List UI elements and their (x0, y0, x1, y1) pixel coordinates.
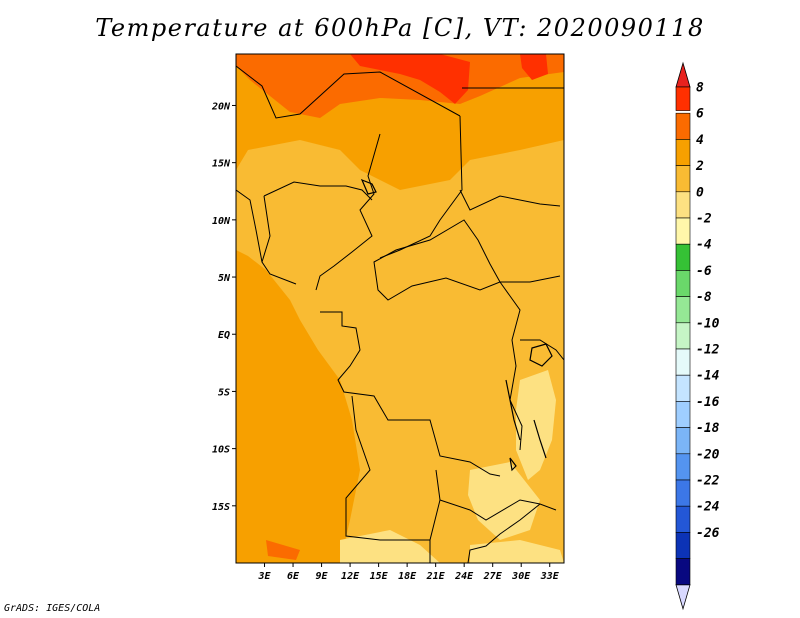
border-nigeria (263, 181, 373, 201)
colorbar-segment (675, 217, 691, 245)
border-congo (320, 311, 400, 421)
lat-tick-label: 5N (218, 273, 231, 284)
colorbar-segment (675, 86, 691, 111)
border-zambia (439, 499, 557, 521)
colorbar-segment (675, 112, 691, 140)
shade-6-to-8-core (350, 54, 470, 104)
colorbar-segment (675, 139, 691, 166)
colorbar-top-arrow (675, 61, 691, 88)
colorbar-label: -12 (696, 343, 720, 358)
lat-tick-label: 20N (211, 101, 231, 112)
lat-tick-label: 5S (218, 387, 230, 398)
border-west-africa (236, 189, 263, 263)
colorbar-segment (675, 243, 691, 271)
colorbar-bottom-arrow (675, 584, 691, 611)
border-drc-south (400, 419, 501, 477)
credit-text: GrADS: IGES/COLA (4, 603, 101, 614)
colorbar-segment (675, 558, 691, 586)
shade-4-to-6-ocean (266, 540, 300, 560)
lon-tick-label: 33E (540, 571, 560, 582)
lat-tick-label: 15N (212, 159, 231, 170)
lon-tick-label: 18E (398, 571, 417, 582)
colorbar-label: -24 (696, 500, 720, 515)
lake-victoria (529, 343, 553, 367)
longitude-axis: 3E 6E 9E 12E 15E 18E 21E 24E 27E 30E 33E (257, 563, 560, 582)
border-mozambique (467, 503, 541, 563)
colorbar-label: -26 (696, 526, 720, 541)
colorbar-label: -20 (696, 447, 720, 462)
colorbar-segment (675, 505, 691, 533)
colorbar-segment (675, 427, 691, 455)
lat-tick-label: 10N (212, 216, 231, 227)
colorbar-label: 4 (696, 133, 704, 148)
lake-mweru (509, 457, 517, 472)
border-drc-east (499, 281, 523, 451)
border-sudan-west (379, 115, 463, 259)
colorbar-label: 6 (696, 107, 704, 122)
colorbar-segment (675, 401, 691, 428)
colorbar: 8 6 4 2 0 -2 -4 -6 -8 -10 -12 -14 -16 -18 -20 -22 -24 -26 (675, 61, 720, 611)
colorbar-label: -14 (696, 369, 720, 384)
shade-0-to-2-far-south (470, 540, 564, 563)
lakes (360, 178, 553, 472)
lon-tick-label: 9E (316, 571, 329, 582)
colorbar-segment (675, 270, 691, 297)
colorbar-label: -10 (696, 316, 720, 331)
colorbar-label: -16 (696, 395, 720, 410)
lon-tick-label: 6E (287, 571, 300, 582)
lon-tick-label: 27E (483, 571, 503, 582)
colorbar-segment (675, 191, 691, 219)
colorbar-label: -4 (696, 238, 712, 253)
lat-tick-label: EQ (218, 330, 230, 341)
colorbar-segment (675, 532, 691, 559)
chart-title: Temperature at 600hPa [C], VT: 202009011… (95, 14, 705, 42)
lon-tick-label: 3E (257, 571, 271, 582)
colorbar-segment (675, 453, 691, 481)
border-tanzania (520, 339, 564, 361)
colorbar-label: 8 (696, 81, 704, 96)
colorbar-label: -2 (696, 212, 712, 227)
lake-tanganyika (505, 379, 521, 441)
colorbar-segment (675, 374, 691, 402)
shade-4-to-6-north (236, 54, 564, 118)
shade-2-to-4-interior (236, 140, 564, 563)
map-frame (235, 53, 565, 564)
shade-6-to-8-east (520, 54, 548, 80)
border-north-outline (236, 65, 461, 119)
lon-tick-label: 21E (426, 571, 446, 582)
colorbar-label: -6 (696, 264, 712, 279)
lake-chad (360, 178, 377, 195)
temperature-shading (236, 54, 564, 563)
lon-tick-label: 24E (454, 571, 474, 582)
colorbar-segment (675, 348, 691, 376)
lon-tick-label: 15E (370, 571, 389, 582)
colorbar-label: -18 (696, 421, 720, 436)
colorbar-segment (675, 296, 691, 324)
border-ethiopia (500, 275, 561, 283)
lat-tick-label: 10S (212, 445, 230, 456)
colorbar-segment (675, 165, 691, 193)
colorbar-label: -8 (696, 290, 712, 305)
lon-tick-label: 12E (341, 571, 360, 582)
country-borders (236, 65, 564, 563)
colorbar-label: -22 (696, 474, 720, 489)
border-south-sudan (459, 189, 561, 211)
lake-malawi (533, 419, 547, 459)
colorbar-label: 0 (696, 185, 704, 200)
lat-tick-label: 15S (212, 502, 230, 513)
colorbar-segment (675, 479, 691, 507)
colorbar-label: 2 (695, 159, 704, 174)
map-panel (236, 54, 564, 563)
colorbar-segment (675, 322, 691, 350)
latitude-axis: 20N 15N 10N 5N EQ 5S 10S 15S (211, 101, 236, 513)
lon-tick-label: 30E (511, 571, 531, 582)
border-chad-cameroon (315, 133, 381, 291)
border-angola (345, 395, 441, 541)
